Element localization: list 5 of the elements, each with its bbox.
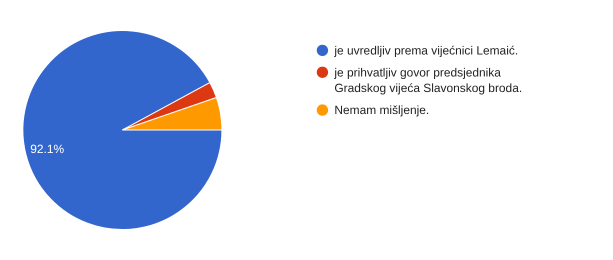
- data-label: 92.1%: [30, 142, 64, 156]
- legend-label: je uvredljiv prema vijećnici Lemaić.: [333, 43, 518, 58]
- pie-slice: [22, 30, 222, 230]
- legend-label: Nemam mišljenje.: [334, 103, 430, 118]
- legend-label: je prihvatljiv govor predsjednika Gradskog vijeća Slavonskog broda.: [333, 65, 522, 96]
